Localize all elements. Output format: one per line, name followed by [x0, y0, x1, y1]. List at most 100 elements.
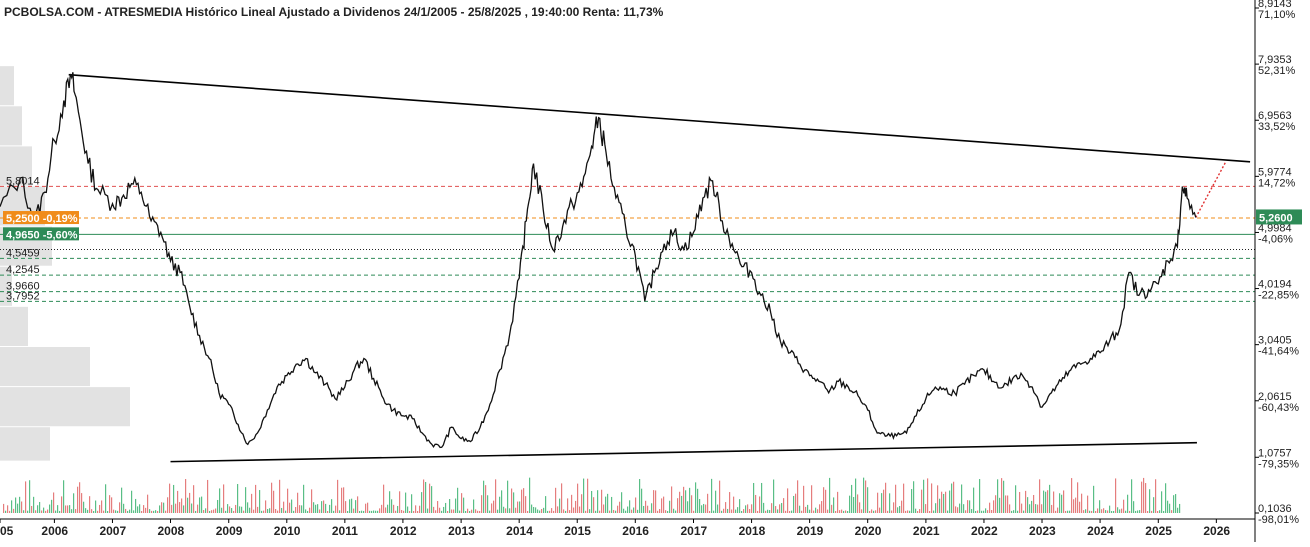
volume-bar — [259, 490, 261, 513]
volume-bar — [395, 510, 397, 513]
volume-bar — [89, 496, 91, 513]
volume-bar — [193, 485, 195, 513]
volume-bar — [443, 506, 445, 513]
volume-bar — [1119, 509, 1121, 513]
y-tick-pct: -79,35% — [1258, 458, 1299, 470]
x-tick-label: 2026 — [1203, 524, 1230, 538]
volume-bar — [751, 504, 753, 513]
volume-bar — [459, 510, 461, 513]
volume-bar — [1155, 479, 1157, 513]
volume-bar — [1075, 497, 1077, 513]
volume-bar — [371, 510, 373, 513]
volume-bar — [561, 483, 563, 513]
volume-bar — [1137, 510, 1139, 513]
volume-bar — [661, 498, 663, 513]
volume-bar — [853, 497, 855, 513]
horizontal-levels — [0, 185, 1255, 302]
volume-bar — [755, 494, 757, 513]
volume-bar — [255, 484, 257, 513]
volume-bar — [263, 510, 265, 513]
volume-bar — [91, 509, 93, 513]
volume-bar — [815, 507, 817, 513]
volume-bar — [431, 486, 433, 513]
volume-bar — [1111, 510, 1113, 513]
volume-bar — [921, 489, 923, 513]
volume-bar — [493, 500, 495, 513]
volume-bar — [175, 503, 177, 513]
volume-bar — [1099, 500, 1101, 513]
volume-bar — [447, 510, 449, 513]
trendlines — [68, 73, 1251, 463]
volume-bar — [999, 497, 1001, 513]
volume-bar — [103, 510, 105, 513]
volume-bar — [41, 510, 43, 513]
volume-bar — [669, 500, 671, 513]
volume-bar — [1073, 499, 1075, 513]
volume-bar — [1149, 489, 1151, 513]
volume-bar — [227, 504, 229, 513]
volume-bar — [1007, 495, 1009, 513]
volume-bar — [121, 487, 123, 513]
volume-bar — [131, 490, 133, 513]
volume-bar — [841, 509, 843, 513]
volume-bar — [299, 505, 301, 513]
volume-bar — [877, 492, 879, 513]
level-tags: 5,8014 5,2500 -0,19% 4,9650 -5,60% 4,5459 4,… — [3, 175, 1302, 302]
volume-bar — [1083, 510, 1085, 513]
volume-bar — [883, 489, 885, 513]
volume-bar — [243, 510, 245, 513]
volume-bar — [689, 487, 691, 513]
volume-bar — [229, 506, 231, 513]
level-tag-label: 4,9650 -5,60% — [6, 229, 78, 241]
volume-bar — [1097, 508, 1099, 513]
volume-bar — [139, 504, 141, 513]
volume-bar — [603, 504, 605, 513]
volume-bar — [271, 482, 273, 513]
volume-bar — [171, 504, 173, 513]
volume-bar — [615, 510, 617, 513]
volume-bar — [93, 510, 95, 513]
volume-bar — [1121, 508, 1123, 513]
volume-bar — [1071, 478, 1073, 513]
x-tick-label: 2008 — [158, 524, 185, 538]
volume-bar — [71, 509, 73, 513]
volume-bar — [385, 507, 387, 513]
volume-bar — [1133, 501, 1135, 513]
volume-bar — [727, 508, 729, 513]
volume-bar — [969, 500, 971, 513]
volume-bar — [1127, 494, 1129, 513]
volume-bar — [761, 482, 763, 513]
volume-bar — [1041, 504, 1043, 513]
volume-bar — [249, 507, 251, 513]
volume-bar — [97, 510, 99, 513]
volume-bar — [403, 510, 405, 513]
volume-bar — [621, 492, 623, 513]
volume-bar — [267, 508, 269, 513]
volume-bar — [165, 510, 167, 513]
y-tick-label: 1,0757 — [1258, 447, 1292, 459]
volume-bar — [739, 499, 741, 513]
volume-bar — [1017, 510, 1019, 513]
volume-bar — [859, 502, 861, 513]
volume-bar — [317, 504, 319, 513]
x-tick-label: 2023 — [1029, 524, 1056, 538]
volume-bar — [99, 504, 101, 513]
volume-bar — [367, 502, 369, 513]
volume-bar — [157, 510, 159, 513]
volume-bar — [767, 509, 769, 513]
volume-bar — [333, 510, 335, 513]
volume-bar — [355, 500, 357, 513]
volume-bar — [735, 509, 737, 513]
volume-bar — [377, 510, 379, 513]
trendline — [68, 73, 1251, 163]
volume-bar — [409, 511, 411, 513]
volume-bar — [847, 510, 849, 513]
volume-bar — [201, 496, 203, 513]
volume-bars — [3, 477, 1181, 513]
x-tick-label: 2009 — [216, 524, 243, 538]
volume-bar — [905, 510, 907, 513]
volume-bar — [1061, 494, 1063, 513]
volume-bar — [187, 497, 189, 513]
volume-bar — [1103, 508, 1105, 513]
